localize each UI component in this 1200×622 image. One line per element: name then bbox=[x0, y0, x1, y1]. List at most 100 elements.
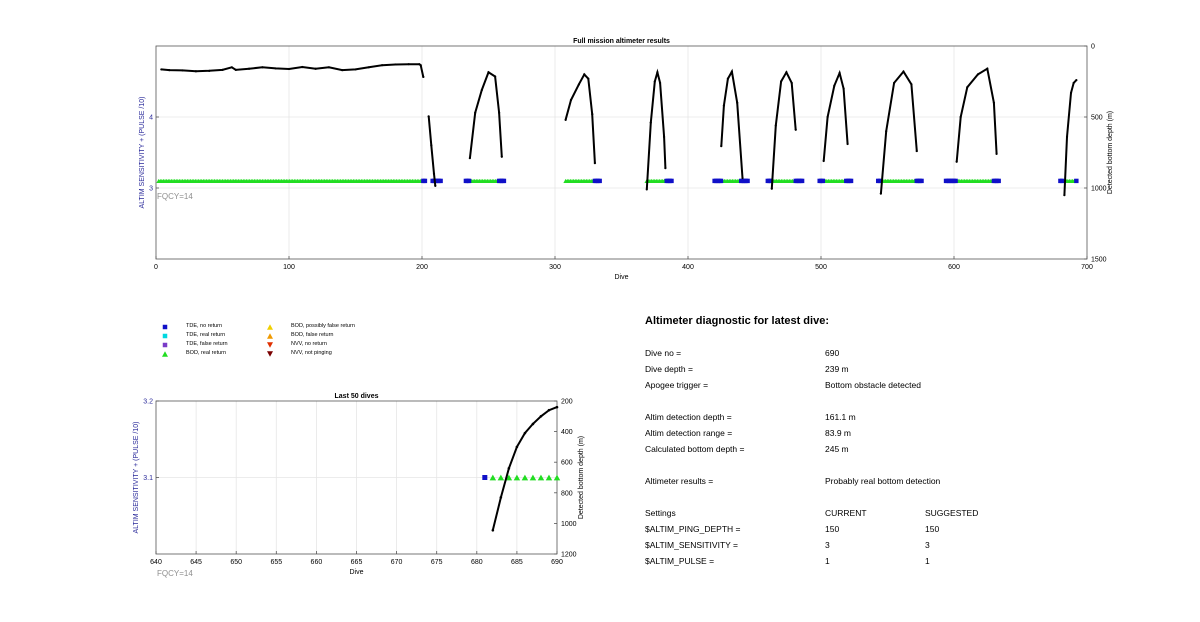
bod-real-return-marker bbox=[497, 474, 505, 481]
x-tick-label: 400 bbox=[682, 264, 694, 271]
bod-real-return-marker bbox=[545, 474, 553, 481]
x-tick-label: 0 bbox=[154, 264, 158, 271]
depth-series-line bbox=[1063, 79, 1078, 196]
x-tick-label: 680 bbox=[471, 559, 483, 566]
depth-point bbox=[468, 157, 471, 160]
depth-point bbox=[1065, 135, 1069, 138]
depth-point bbox=[181, 69, 184, 72]
chart-title: Last 50 dives bbox=[335, 393, 379, 400]
y2-axis-label: Detected bottom depth (m) bbox=[1107, 111, 1114, 194]
setting-current: 1 bbox=[825, 556, 830, 566]
depth-point bbox=[833, 84, 836, 87]
tde-no-return-marker bbox=[597, 178, 602, 184]
y2-tick-label: 200 bbox=[561, 399, 573, 406]
depth-point bbox=[499, 496, 503, 499]
y-tick-label: 3 bbox=[149, 186, 153, 193]
y2-tick-label: 400 bbox=[561, 429, 573, 436]
depth-point bbox=[531, 422, 535, 426]
depth-point bbox=[656, 71, 659, 74]
bod-real-return-marker bbox=[489, 474, 497, 481]
legend-marker bbox=[267, 333, 273, 339]
depth-series-line bbox=[955, 67, 998, 162]
dive-no-value: 690 bbox=[825, 348, 840, 358]
depth-point bbox=[221, 68, 224, 71]
legend-label: NVV, no return bbox=[291, 341, 327, 347]
depth-point bbox=[407, 63, 410, 66]
depth-series-line bbox=[161, 63, 425, 78]
x-tick-label: 670 bbox=[391, 559, 403, 566]
depth-point bbox=[419, 64, 422, 67]
depth-point bbox=[893, 81, 896, 85]
altimeter-results-value: Probably real bottom detection bbox=[825, 476, 941, 486]
setting-name: $ALTIM_SENSITIVITY = bbox=[645, 540, 738, 550]
setting-suggested: 3 bbox=[925, 540, 930, 550]
depth-point bbox=[498, 111, 501, 114]
depth-point bbox=[160, 68, 163, 71]
depth-point bbox=[381, 64, 384, 67]
depth-point bbox=[515, 445, 519, 449]
y-tick-label: 3.1 bbox=[143, 475, 153, 482]
depth-point bbox=[645, 188, 648, 191]
legend-label: TDE, real return bbox=[186, 332, 226, 338]
tde-no-return-marker bbox=[820, 178, 826, 184]
depth-point bbox=[785, 71, 788, 74]
tde-no-return-marker bbox=[501, 178, 507, 184]
depth-point bbox=[846, 142, 849, 146]
calculated-depth-value: 245 m bbox=[825, 444, 849, 454]
depth-point bbox=[480, 88, 483, 92]
legend-marker bbox=[162, 351, 168, 357]
legend-marker bbox=[267, 342, 273, 348]
depth-point bbox=[986, 67, 989, 70]
setting-name: $ALTIM_PING_DEPTH = bbox=[645, 524, 741, 534]
depth-point bbox=[1063, 194, 1066, 197]
depth-point bbox=[664, 167, 667, 170]
suggested-header: SUGGESTED bbox=[925, 508, 979, 518]
depth-series-line bbox=[645, 68, 667, 190]
depth-point bbox=[822, 159, 825, 163]
legend-marker bbox=[267, 351, 273, 357]
depth-point bbox=[653, 80, 656, 83]
legend-label: BOD, real return bbox=[186, 350, 227, 356]
depth-point bbox=[770, 187, 773, 190]
y2-tick-label: 600 bbox=[561, 460, 573, 467]
altimeter-results-label: Altimeter results = bbox=[645, 476, 714, 486]
x-tick-label: 665 bbox=[351, 559, 363, 566]
legend-label: TDE, false return bbox=[186, 341, 228, 347]
depth-point bbox=[432, 172, 436, 175]
setting-current: 150 bbox=[825, 524, 840, 534]
x-tick-label: 700 bbox=[1081, 264, 1093, 271]
y2-tick-label: 1000 bbox=[561, 521, 577, 528]
y2-tick-label: 800 bbox=[561, 490, 573, 497]
depth-point bbox=[790, 81, 793, 85]
bod-real-return-marker bbox=[513, 474, 521, 481]
depth-point bbox=[208, 69, 211, 72]
y-tick-label: 4 bbox=[149, 115, 153, 122]
last-50-dives-chart: 640 645 650 655 660 665 670 675 680 685 690 3.1 3.2 2… bbox=[133, 393, 585, 578]
depth-point bbox=[842, 87, 845, 90]
x-axis-label: Dive bbox=[349, 569, 363, 576]
x-tick-label: 600 bbox=[948, 264, 960, 271]
x-tick-label: 500 bbox=[815, 264, 827, 271]
bod-real-return-marker bbox=[537, 474, 545, 481]
x-tick-label: 650 bbox=[230, 559, 242, 566]
depth-point bbox=[838, 71, 841, 75]
dive-depth-label: Dive depth = bbox=[645, 364, 693, 374]
tde-no-return-marker bbox=[799, 178, 805, 184]
depth-point bbox=[434, 184, 437, 187]
depth-point bbox=[500, 155, 503, 158]
settings-label: Settings bbox=[645, 508, 676, 518]
depth-point bbox=[662, 135, 666, 138]
bod-real-return-marker bbox=[521, 474, 529, 481]
depth-point bbox=[487, 71, 490, 74]
y2-tick-label: 1500 bbox=[1091, 257, 1107, 264]
depth-point bbox=[248, 67, 251, 70]
y2-tick-label: 1000 bbox=[1091, 186, 1107, 193]
x-tick-label: 675 bbox=[431, 559, 443, 566]
depth-series-line bbox=[770, 70, 797, 189]
legend-marker bbox=[162, 333, 168, 339]
tde-no-return-marker bbox=[669, 178, 674, 184]
tde-no-return-marker bbox=[996, 178, 1001, 184]
depth-point bbox=[879, 192, 882, 195]
x-axis-label: Dive bbox=[614, 274, 628, 281]
